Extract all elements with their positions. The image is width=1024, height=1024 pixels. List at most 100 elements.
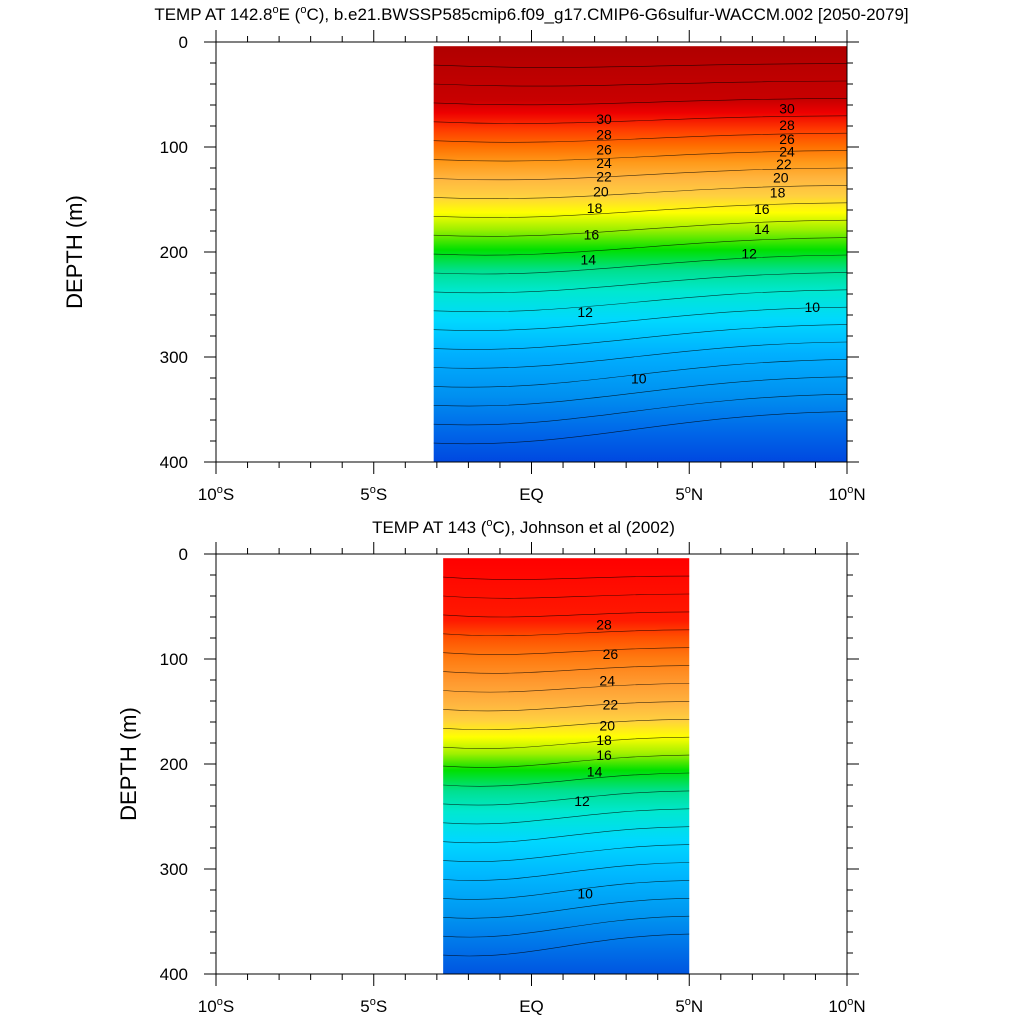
contour-label: 20 — [593, 183, 609, 199]
y-tick-label: 100 — [160, 138, 188, 157]
x-tick-label: EQ — [519, 997, 544, 1016]
contour-label: 30 — [596, 111, 612, 127]
panel-1: 0 100 200 300 400 10oS 5oS EQ 5oN 10oN DEPTH (m) TE… — [62, 4, 909, 504]
x-tick-label: 5oN — [675, 996, 703, 1016]
panel-2: 0 100 200 300 400 10oS 5oS EQ 5oN 10oN DEPTH (m) TE… — [116, 517, 866, 1016]
contour-label: 22 — [776, 156, 792, 172]
x-tick-label: 10oS — [198, 996, 234, 1016]
contour-label: 16 — [584, 226, 600, 242]
contour-fill-region — [433, 46, 847, 462]
contour-line — [433, 202, 848, 218]
y-tick-label: 200 — [160, 243, 188, 262]
y-tick-label: 0 — [179, 545, 188, 564]
contour-label: 28 — [779, 117, 795, 133]
contour-label: 14 — [581, 252, 597, 268]
panel-title: TEMP AT 143 (oC), Johnson et al (2002) — [372, 517, 675, 537]
contour-line — [443, 754, 690, 768]
contour-label: 22 — [596, 169, 612, 185]
contour-line — [443, 808, 690, 825]
contour-line — [433, 167, 848, 181]
contour-fill-region — [443, 558, 690, 974]
contour-label: 26 — [596, 141, 612, 157]
y-tick-label: 300 — [160, 860, 188, 879]
contour-label: 30 — [779, 100, 795, 116]
y-tick-label: 200 — [160, 755, 188, 774]
contour-label: 10 — [805, 299, 821, 315]
contour-line — [433, 393, 848, 426]
contour-line — [433, 237, 848, 256]
contour-line — [433, 324, 848, 350]
contour-line — [443, 915, 690, 938]
contour-line — [443, 629, 690, 637]
contour-label: 10 — [577, 885, 593, 901]
contour-line — [433, 272, 848, 294]
contour-line — [433, 150, 848, 162]
x-tick-label: 5oN — [675, 484, 703, 504]
contour-label: 18 — [596, 732, 612, 748]
contour-line — [433, 63, 848, 68]
contour-line — [433, 219, 848, 237]
contour-label: 16 — [596, 747, 612, 763]
y-tick-label: 400 — [160, 453, 188, 472]
contour-label: 24 — [779, 143, 795, 159]
contour-line — [443, 826, 690, 844]
x-tick-label: 10oN — [828, 996, 865, 1016]
contour-line — [433, 98, 848, 106]
contour-line — [443, 701, 690, 712]
contour-line — [443, 683, 690, 693]
contour-line — [443, 611, 690, 618]
contour-line — [433, 306, 848, 331]
contour-label: 18 — [770, 184, 786, 200]
contour-line — [443, 880, 690, 900]
contour-line — [443, 719, 690, 731]
contour-label: 24 — [596, 155, 612, 171]
contour-line — [443, 933, 690, 957]
x-tick-label: EQ — [519, 485, 544, 504]
contour-label: 20 — [773, 170, 789, 186]
y-tick-label: 300 — [160, 348, 188, 367]
y-tick-label: 100 — [160, 650, 188, 669]
contour-label: 16 — [754, 201, 770, 217]
contour-label: 26 — [779, 131, 795, 147]
contour-line — [433, 254, 848, 275]
contour-line — [443, 665, 690, 674]
contour-line — [433, 185, 848, 199]
contour-line — [443, 736, 690, 749]
contour-label: 18 — [587, 200, 603, 216]
x-tick-label: 10oN — [828, 484, 865, 504]
y-axis-label: DEPTH (m) — [116, 707, 141, 821]
contour-line — [443, 593, 690, 599]
contour-line — [433, 359, 848, 388]
contour-label: 22 — [603, 696, 619, 712]
contour-label: 12 — [574, 793, 590, 809]
contour-label: 24 — [599, 672, 615, 688]
contour-line — [443, 844, 690, 862]
contour-label: 28 — [596, 617, 612, 633]
contour-line — [443, 898, 690, 919]
y-tick-label: 400 — [160, 965, 188, 984]
x-tick-label: 10oS — [198, 484, 234, 504]
y-axis-label: DEPTH (m) — [62, 195, 87, 309]
contour-line — [433, 115, 848, 124]
contour-label: 12 — [577, 304, 593, 320]
x-tick-label: 5oS — [360, 484, 387, 504]
contour-line — [433, 341, 848, 369]
contour-line — [443, 575, 690, 580]
contour-label: 12 — [741, 245, 757, 261]
panel-title: TEMP AT 142.8oE (oC), b.e21.BWSSP585cmip… — [154, 4, 908, 24]
contour-line — [443, 790, 690, 806]
contour-line — [443, 772, 690, 787]
contour-line — [443, 862, 690, 881]
contour-line — [433, 376, 848, 407]
y-tick-label: 0 — [179, 33, 188, 52]
contour-line — [433, 132, 848, 143]
contour-line — [443, 647, 690, 655]
contour-line — [433, 411, 848, 445]
contour-line — [433, 80, 848, 87]
x-tick-label: 5oS — [360, 996, 387, 1016]
contour-label: 20 — [599, 717, 615, 733]
contour-label: 28 — [596, 127, 612, 143]
contour-label: 14 — [754, 221, 770, 237]
contour-label: 26 — [603, 646, 619, 662]
